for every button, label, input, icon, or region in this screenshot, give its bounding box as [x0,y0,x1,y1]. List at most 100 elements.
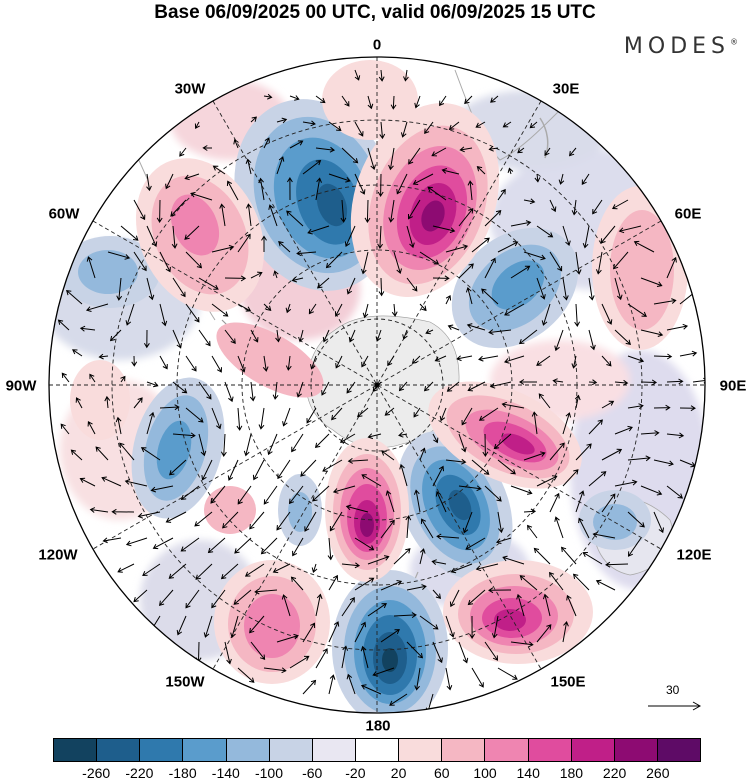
wind-vector [254,588,278,595]
wind-vector [286,177,293,201]
wind-vector [224,381,234,403]
map-title: Base 06/09/2025 00 UTC, valid 06/09/2025… [154,2,596,23]
wind-vector [544,147,551,156]
wind-vector [381,450,395,461]
wind-vector [627,455,651,462]
wind-vector [419,251,440,265]
wind-vector [666,323,689,331]
wind-vector [133,397,143,409]
wind-vector [493,433,512,450]
wind-vector [315,95,326,104]
wind-vector [159,355,168,370]
wind-vector [156,199,163,223]
wind-vector [348,329,356,343]
colorbar-swatch [657,739,701,761]
wind-vector [562,469,579,487]
wind-vector [471,237,490,253]
wind-vector [354,537,375,551]
wind-vector [461,407,473,426]
lon-label-120w: 120W [38,546,78,564]
wind-vector [362,303,369,319]
wind-vector [71,349,83,357]
wind-vector [554,516,564,539]
wind-vector [389,693,408,706]
wind-vector [372,381,382,393]
wind-vector [379,121,386,140]
wind-vector [390,95,397,110]
wind-vector [322,459,343,472]
wind-vector [378,69,385,82]
wind-vector [533,547,551,565]
wind-vector [180,485,200,500]
wind-vector [574,303,581,327]
wind-vector [406,584,427,591]
wind-vector [449,589,460,608]
wind-vector [339,433,356,443]
lon-label-60w: 60W [48,205,80,223]
wind-vector [588,277,595,301]
wind-vector [612,251,629,270]
wind-vector [245,203,252,227]
wind-vector [322,329,330,343]
wind-vector [448,121,460,130]
wind-vector [627,403,644,410]
wind-vector [406,225,415,249]
wind-vector [588,379,598,386]
wind-vector [172,381,188,394]
wind-vector [250,271,263,279]
wind-vector [497,459,516,475]
wind-vector [142,563,161,577]
polar-map [48,56,706,714]
wind-vector [308,303,317,315]
wind-vector [562,225,571,246]
wind-vector [354,173,366,195]
wind-vector [137,511,161,519]
wind-vector [334,303,343,317]
wind-vector [341,95,350,107]
wind-vector [201,459,213,481]
wind-vector [98,353,109,360]
wind-vector [117,563,135,573]
wind-vector [380,629,400,643]
wind-vector [250,329,259,343]
wind-vector [575,490,585,513]
wind-vector [432,433,439,444]
wind-vector [89,507,109,513]
wind-vector [605,561,629,568]
wind-vector [249,381,256,402]
wind-vector [595,251,603,275]
wind-vector [220,433,227,457]
wind-vector [666,432,685,439]
wind-vector [360,645,369,669]
wind-vector [185,355,197,372]
wind-vector [367,95,374,110]
wind-vector [467,180,474,201]
wind-vector [285,355,292,371]
wind-vector [588,471,607,487]
wind-vector [341,147,359,164]
wind-vector [367,147,376,170]
wind-vector [421,518,434,539]
colorbar-tick-label: -220 [125,765,154,781]
wind-vector [133,199,146,221]
wind-vector [298,329,304,343]
wind-vector [289,140,304,149]
wind-vector [653,404,671,411]
wind-vector [484,641,499,661]
colorbar-tick-label: 60 [434,765,450,781]
wind-vector [315,593,323,617]
wind-vector [268,204,278,227]
wind-vector [158,589,174,607]
wind-vector [471,667,484,688]
negative-anomalies [60,99,651,713]
colorbar-swatch [571,739,615,761]
wind-vector [60,423,70,435]
wind-vector [354,121,364,137]
colorbar-tick-label: -260 [82,765,111,781]
wind-vector [101,476,122,487]
wind-vector [574,394,581,409]
wind-vector [388,147,395,171]
wind-vector [276,156,285,175]
wind-vector [315,648,328,669]
wind-vector [601,448,623,461]
